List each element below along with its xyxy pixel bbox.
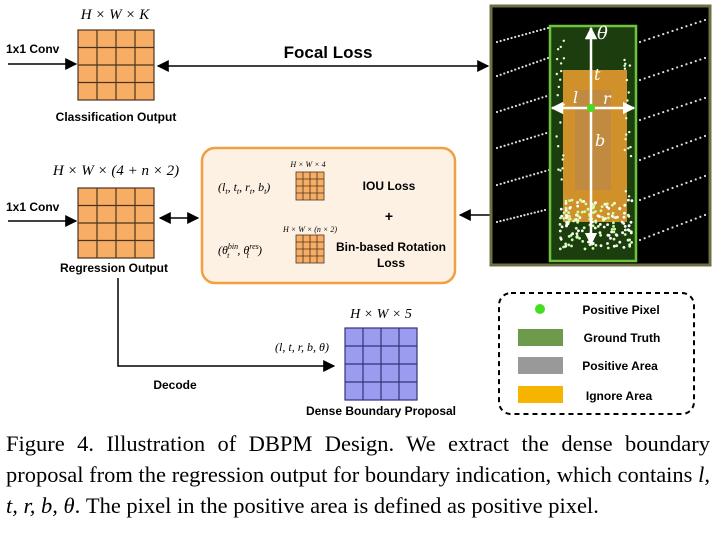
regression-grid bbox=[77, 187, 155, 259]
classification-dims: H × W × K bbox=[80, 7, 151, 23]
iou-vars: (lt, tt, rt, bt) bbox=[218, 180, 270, 196]
regression-conv-label: 1x1 Conv bbox=[6, 200, 60, 214]
iou-loss-label: IOU Loss bbox=[363, 179, 416, 193]
proposal-dims: H × W × 5 bbox=[349, 307, 412, 322]
rotation-small-grid bbox=[295, 234, 325, 264]
classification-conv-label: 1x1 Conv bbox=[6, 42, 60, 56]
car-lidar-points bbox=[555, 39, 634, 251]
loss-box bbox=[200, 146, 457, 285]
l-label: l bbox=[573, 88, 578, 107]
caption-text-2: . The pixel in the positive area is defi… bbox=[74, 493, 599, 518]
regression-dims: H × W × (4 + n × 2) bbox=[52, 163, 179, 179]
legend-ground-truth-label: Ground Truth bbox=[584, 331, 661, 345]
figure-caption: Figure 4. Illustration of DBPM Design. W… bbox=[6, 428, 710, 521]
classification-caption: Classification Output bbox=[56, 110, 177, 124]
classification-grid bbox=[77, 29, 155, 101]
background-lidar-points bbox=[495, 18, 707, 242]
rotation-small-dims: H × W × (n × 2) bbox=[282, 225, 337, 234]
r-label: r bbox=[603, 89, 612, 108]
point-cloud-image: θ t l r b bbox=[489, 4, 712, 267]
caption-text-1: Illustration of DBPM Design. We extract … bbox=[6, 431, 711, 487]
dbpm-diagram: H × W × K 1x1 Conv Classification Output… bbox=[6, 4, 712, 418]
legend-box bbox=[498, 292, 695, 415]
proposal-grid bbox=[344, 327, 418, 401]
rotation-loss-label-1: Bin-based Rotation bbox=[336, 240, 446, 254]
t-label: t bbox=[594, 65, 601, 84]
decode-label: Decode bbox=[153, 378, 197, 392]
legend-ignore-area-label: Ignore Area bbox=[586, 389, 653, 403]
theta-label: θ bbox=[597, 23, 608, 44]
focal-loss-label: Focal Loss bbox=[284, 43, 373, 62]
legend-ignore-area-swatch bbox=[518, 386, 563, 403]
positive-pixel-dot bbox=[587, 104, 595, 112]
b-label: b bbox=[595, 131, 605, 150]
caption-figure-label: Figure 4. bbox=[6, 431, 95, 456]
regression-caption: Regression Output bbox=[60, 261, 168, 275]
legend-ground-truth-swatch bbox=[518, 329, 563, 346]
decode-line bbox=[117, 278, 336, 372]
iou-small-grid bbox=[295, 171, 325, 201]
rotation-loss-label-2: Loss bbox=[377, 256, 405, 270]
legend-positive-pixel-label: Positive Pixel bbox=[582, 303, 659, 317]
legend-positive-pixel-swatch bbox=[535, 304, 545, 314]
caption-vars: l, t, r, b, θ bbox=[6, 462, 710, 518]
proposal-vars: (l, t, r, b, θ) bbox=[275, 340, 329, 354]
iou-small-dims: H × W × 4 bbox=[289, 160, 325, 169]
plus-sign: + bbox=[385, 208, 393, 224]
legend-positive-area-label: Positive Area bbox=[582, 359, 658, 373]
legend-positive-area-swatch bbox=[518, 357, 563, 374]
proposal-caption: Dense Boundary Proposal bbox=[306, 404, 456, 418]
